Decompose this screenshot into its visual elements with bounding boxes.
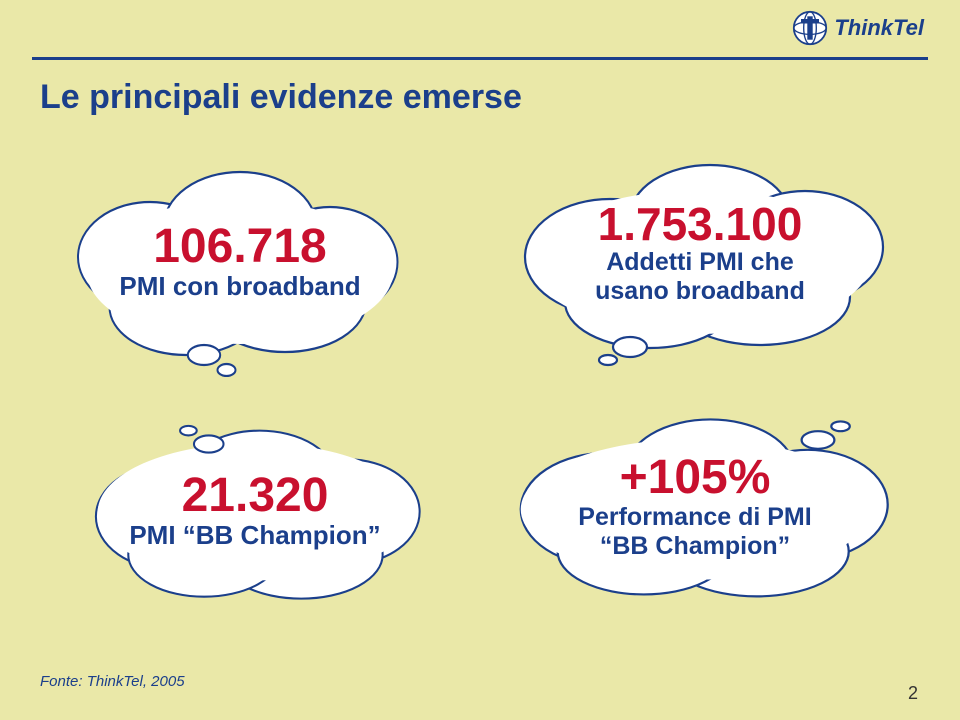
- header-bar: ThinkTel: [0, 0, 960, 60]
- cloud-big-number: 1.753.100: [595, 200, 805, 248]
- stat-cloud: 21.320PMI “BB Champion”: [70, 402, 440, 612]
- stat-cloud: +105%Performance di PMI“BB Champion”: [490, 397, 900, 612]
- cloud-big-number: 21.320: [129, 471, 380, 521]
- slide-title: Le principali evidenze emerse: [40, 78, 928, 117]
- stat-cloud: 106.718PMI con broadband: [60, 157, 420, 377]
- cloud-subtitle: PMI con broadband: [119, 272, 360, 302]
- cloud-big-number: +105%: [578, 453, 811, 503]
- brand-name: ThinkTel: [834, 15, 924, 41]
- cloud-subtitle: Performance di PMI“BB Champion”: [578, 503, 811, 561]
- source-citation: Fonte: ThinkTel, 2005: [40, 673, 185, 690]
- slide-body: Le principali evidenze emerse 106.718PMI…: [0, 60, 960, 720]
- cloud-content: +105%Performance di PMI“BB Champion”: [558, 453, 831, 561]
- thinktel-icon: [792, 10, 828, 46]
- cloud-content: 21.320PMI “BB Champion”: [109, 471, 400, 551]
- cloud-big-number: 106.718: [119, 222, 360, 272]
- brand-logo: ThinkTel: [792, 10, 924, 46]
- cloud-content: 106.718PMI con broadband: [99, 222, 380, 302]
- page-number: 2: [908, 683, 918, 704]
- cloud-subtitle: Addetti PMI cheusano broadband: [595, 248, 805, 306]
- clouds-container: 106.718PMI con broadband 1.753.100Addett…: [40, 147, 928, 627]
- stat-cloud: 1.753.100Addetti PMI cheusano broadband: [500, 147, 900, 367]
- cloud-content: 1.753.100Addetti PMI cheusano broadband: [575, 200, 825, 306]
- cloud-subtitle: PMI “BB Champion”: [129, 521, 380, 551]
